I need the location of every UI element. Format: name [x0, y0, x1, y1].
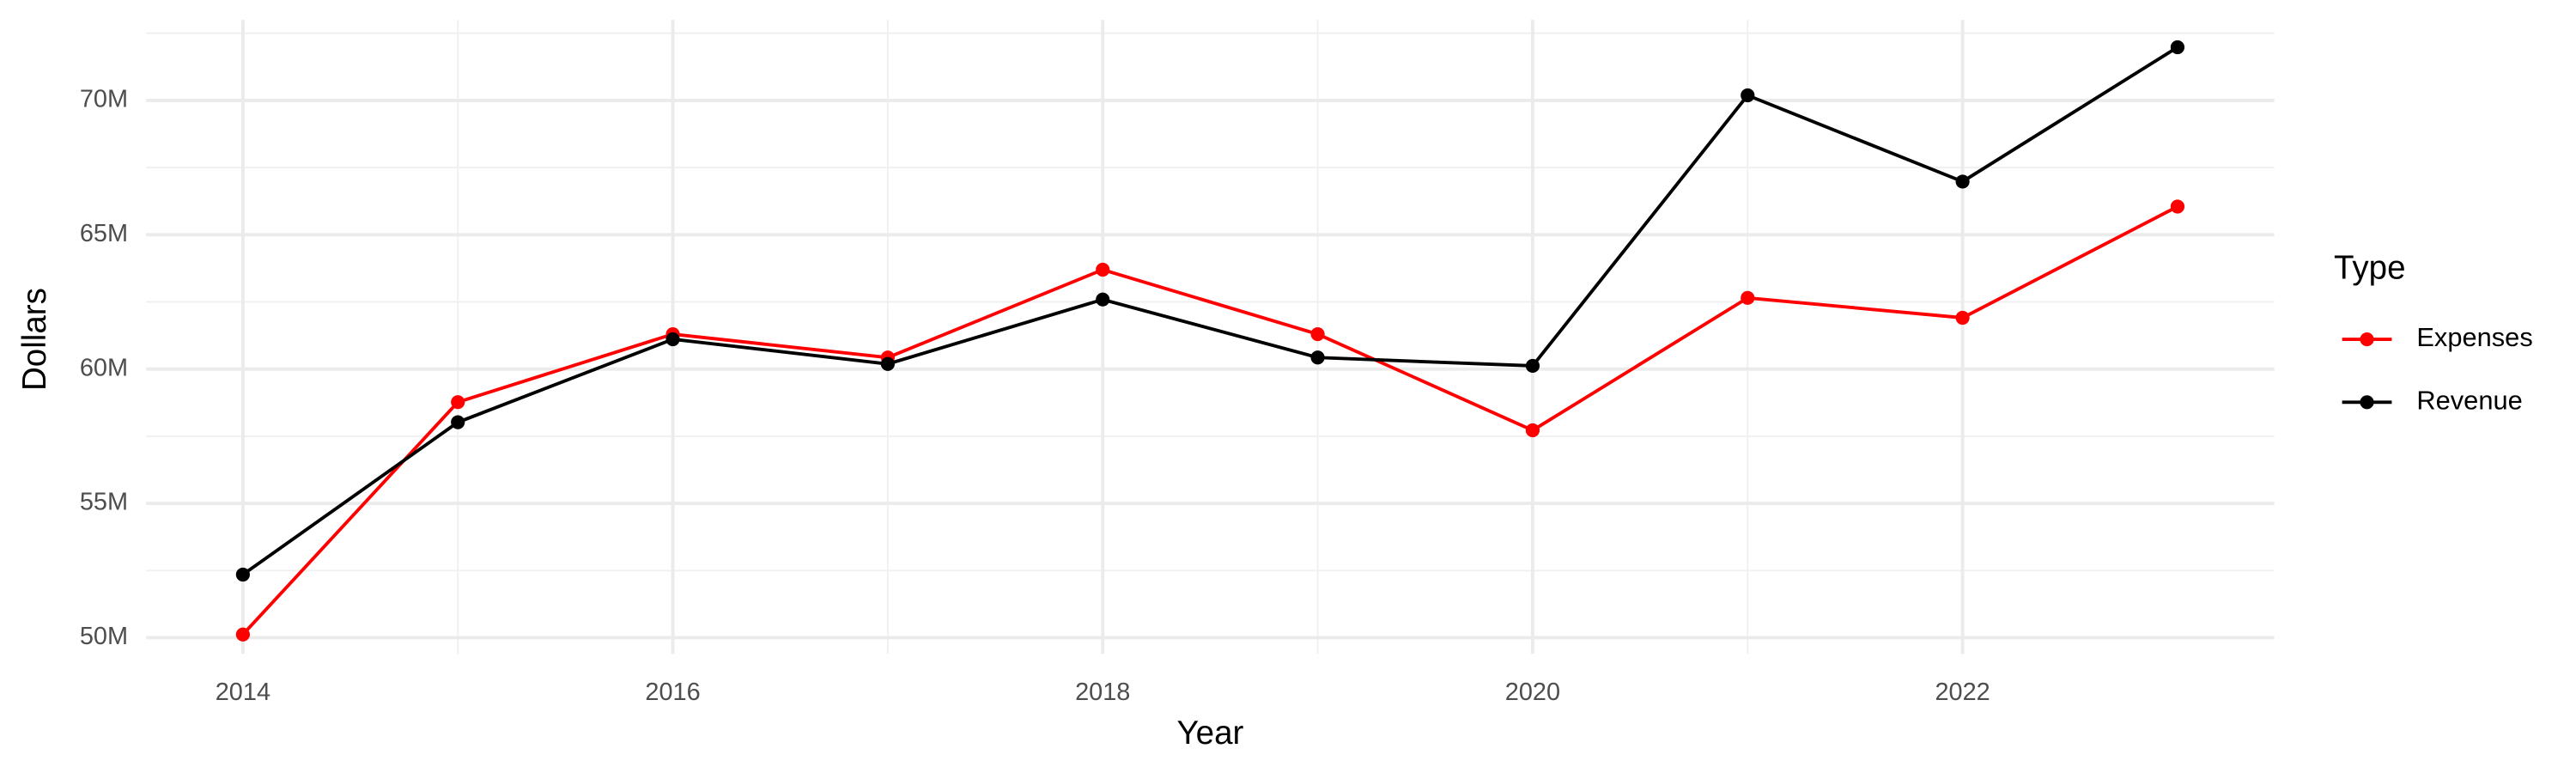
- legend-key-point: [2360, 395, 2374, 410]
- data-point: [2170, 40, 2185, 55]
- data-point: [880, 356, 896, 371]
- x-axis-title: Year: [1176, 715, 1243, 752]
- x-tick-label: 2014: [216, 679, 270, 706]
- legend-label: Expenses: [2416, 322, 2532, 352]
- y-tick-label: 65M: [80, 220, 128, 247]
- series-line: [241, 204, 2178, 636]
- data-point: [1741, 290, 1755, 305]
- data-point: [1310, 326, 1325, 342]
- y-axis-title: Dollars: [16, 288, 53, 391]
- data-point: [1955, 174, 1970, 189]
- x-tick-label: 2020: [1505, 679, 1560, 706]
- data-point: [2170, 199, 2185, 214]
- y-tick-label: 55M: [80, 489, 128, 516]
- data-point: [1310, 350, 1325, 365]
- y-tick-label: 60M: [80, 354, 128, 381]
- x-tick-label: 2022: [1935, 679, 1990, 706]
- data-point: [235, 567, 250, 582]
- legend-title: Type: [2334, 249, 2406, 286]
- data-point: [1525, 423, 1540, 438]
- data-point: [665, 332, 680, 347]
- legend-label: Revenue: [2416, 385, 2522, 415]
- y-tick-label: 70M: [80, 86, 128, 113]
- legend-key-point: [2360, 332, 2374, 347]
- data-point: [451, 415, 465, 429]
- series-line: [241, 46, 2178, 576]
- y-tick-label: 50M: [80, 623, 128, 650]
- data-point: [1955, 310, 1970, 326]
- data-point: [1741, 88, 1755, 103]
- data-point: [451, 395, 465, 410]
- data-point: [1096, 292, 1110, 307]
- data-point: [1096, 262, 1110, 277]
- x-tick-label: 2016: [645, 679, 700, 706]
- data-point: [1525, 358, 1540, 374]
- data-point: [235, 627, 250, 642]
- x-tick-label: 2018: [1075, 679, 1130, 706]
